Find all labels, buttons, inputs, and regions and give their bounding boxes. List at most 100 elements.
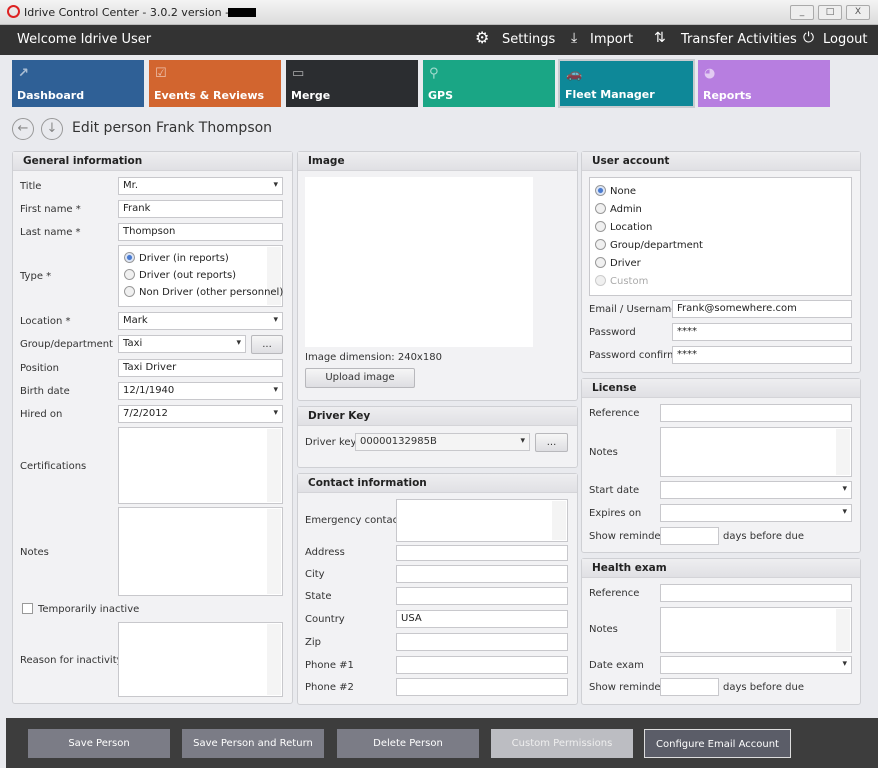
inactive-checkbox[interactable] (22, 603, 33, 614)
type-driver-out-reports[interactable]: Driver (out reports) (124, 269, 236, 281)
group-label: Group/department (20, 339, 113, 350)
save-person-button[interactable]: Save Person (28, 729, 170, 758)
tile-reports[interactable]: ◕ Reports (698, 60, 830, 107)
type-non-driver[interactable]: Non Driver (other personnel) (124, 286, 283, 298)
city-label: City (305, 569, 325, 580)
phone2-input[interactable] (396, 678, 568, 696)
group-select[interactable]: Taxi (118, 335, 246, 353)
close-button[interactable]: X (846, 5, 870, 20)
position-label: Position (20, 363, 59, 374)
last-name-input[interactable]: Thompson (118, 223, 283, 241)
birth-date-picker[interactable]: 12/1/1940 (118, 382, 283, 400)
type-radio-group (118, 245, 283, 307)
panel-header: Health exam (582, 559, 860, 578)
license-notes-label: Notes (589, 447, 618, 458)
tile-events-reviews[interactable]: ☑ Events & Reviews (149, 60, 281, 107)
save-and-return-button[interactable]: Save Person and Return (182, 729, 324, 758)
custom-permissions-button: Custom Permissions (491, 729, 633, 758)
logout-link[interactable]: Logout (823, 32, 868, 47)
hired-on-picker[interactable]: 7/2/2012 (118, 405, 283, 423)
vehicles-icon: 🚗 (566, 67, 583, 82)
state-input[interactable] (396, 587, 568, 605)
date-exam-picker[interactable] (660, 656, 852, 674)
certifications-textarea[interactable] (118, 427, 283, 504)
tile-gps[interactable]: ⚲ GPS (423, 60, 555, 107)
driver-key-more-button[interactable]: ... (535, 433, 568, 452)
expires-on-picker[interactable] (660, 504, 852, 522)
hired-on-label: Hired on (20, 409, 63, 420)
password-confirm-label: Password confirm (589, 350, 677, 361)
minimize-button[interactable]: _ (790, 5, 814, 20)
license-reminder-label: Show reminder (589, 531, 665, 542)
email-input[interactable]: Frank@somewhere.com (672, 300, 852, 318)
country-label: Country (305, 614, 345, 625)
phone2-label: Phone #2 (305, 682, 354, 693)
address-label: Address (305, 547, 345, 558)
settings-link[interactable]: Settings (502, 32, 556, 47)
role-none[interactable]: None (595, 185, 636, 197)
back-button[interactable]: ← (12, 118, 34, 140)
reason-label: Reason for inactivity (20, 655, 123, 666)
emergency-contact-label: Emergency contact (305, 515, 403, 526)
last-name-label: Last name * (20, 227, 81, 238)
driver-key-label: Driver key (305, 437, 357, 448)
transfer-activities-link[interactable]: Transfer Activities (681, 32, 797, 47)
inactive-label: Temporarily inactive (38, 604, 140, 615)
role-driver[interactable]: Driver (595, 257, 641, 269)
emergency-contact-textarea[interactable] (396, 499, 568, 542)
upload-image-button[interactable]: Upload image (305, 368, 415, 388)
transfer-icon: ⇅ (654, 30, 666, 46)
zip-input[interactable] (396, 633, 568, 651)
role-admin[interactable]: Admin (595, 203, 642, 215)
health-reminder-input[interactable] (660, 678, 719, 696)
pie-chart-icon: ◕ (704, 66, 716, 81)
address-input[interactable] (396, 545, 568, 561)
down-button[interactable]: ↓ (41, 118, 63, 140)
panel-header: General information (13, 152, 292, 171)
map-pin-icon: ⚲ (429, 66, 439, 81)
type-driver-in-reports[interactable]: Driver (in reports) (124, 252, 229, 264)
notes-textarea[interactable] (118, 507, 283, 596)
driver-key-select[interactable]: 00000132985B (355, 433, 530, 451)
state-label: State (305, 591, 332, 602)
position-input[interactable]: Taxi Driver (118, 359, 283, 377)
location-label: Location * (20, 316, 71, 327)
phone1-input[interactable] (396, 656, 568, 674)
top-header: Welcome Idrive User ⚙ Settings ⤓ Import … (0, 25, 878, 55)
country-input[interactable]: USA (396, 610, 568, 628)
expires-on-label: Expires on (589, 508, 642, 519)
health-notes-textarea[interactable] (660, 607, 852, 653)
first-name-input[interactable]: Frank (118, 200, 283, 218)
tile-dashboard[interactable]: ↗ Dashboard (12, 60, 144, 107)
image-dimension: Image dimension: 240x180 (305, 352, 442, 363)
redacted-version (228, 8, 256, 17)
certifications-label: Certifications (20, 461, 87, 472)
role-location[interactable]: Location (595, 221, 652, 233)
license-reference-label: Reference (589, 408, 640, 419)
city-input[interactable] (396, 565, 568, 583)
license-reference-input[interactable] (660, 404, 852, 422)
reason-textarea[interactable] (118, 622, 283, 697)
person-image (305, 177, 533, 347)
title-select[interactable]: Mr. (118, 177, 283, 195)
import-link[interactable]: Import (590, 32, 634, 47)
configure-email-button[interactable]: Configure Email Account (644, 729, 791, 758)
password-input[interactable]: **** (672, 323, 852, 341)
app-logo-icon (7, 5, 20, 18)
delete-person-button[interactable]: Delete Person (337, 729, 479, 758)
group-more-button[interactable]: ... (251, 335, 283, 354)
tile-merge[interactable]: ▭ Merge (286, 60, 418, 107)
first-name-label: First name * (20, 204, 81, 215)
tile-fleet-manager[interactable]: 🚗 Fleet Manager (558, 59, 695, 108)
license-notes-textarea[interactable] (660, 427, 852, 477)
panel-header: License (582, 379, 860, 398)
health-reference-input[interactable] (660, 584, 852, 602)
license-reminder-input[interactable] (660, 527, 719, 545)
maximize-button[interactable]: □ (818, 5, 842, 20)
panel-header: Contact information (298, 474, 577, 493)
start-date-picker[interactable] (660, 481, 852, 499)
password-confirm-input[interactable]: **** (672, 346, 852, 364)
role-group-department[interactable]: Group/department (595, 239, 703, 251)
welcome-text: Welcome Idrive User (17, 32, 152, 47)
location-select[interactable]: Mark (118, 312, 283, 330)
